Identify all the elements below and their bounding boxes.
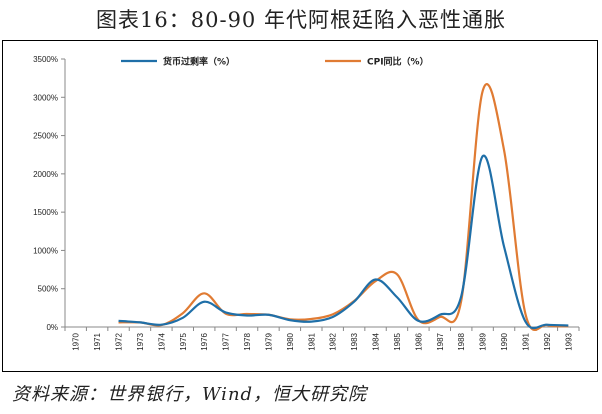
x-tick-label: 1991 [521, 332, 530, 350]
series-line-cpi-yoy [118, 83, 569, 331]
x-tick-label: 1972 [115, 332, 124, 350]
x-tick-label: 1975 [179, 332, 188, 350]
x-tick-label: 1983 [350, 332, 359, 350]
y-tick-label: 1500% [33, 208, 58, 217]
x-tick-label: 1977 [222, 332, 231, 350]
x-tick-label: 1981 [307, 332, 316, 350]
y-tick-label: 2000% [33, 170, 58, 179]
x-tick-label: 1985 [393, 332, 402, 350]
chart-title: 图表16：80-90 年代阿根廷陷入恶性通胀 [96, 8, 506, 32]
x-tick-label: 1988 [457, 332, 466, 350]
x-tick-label: 1971 [93, 332, 102, 350]
x-tick-label: 1970 [72, 332, 81, 350]
chart-frame: 0% 500% 1000% 1500% 2000% 2500% 3000% 3500% 1970… [2, 40, 598, 372]
series-line-money-excess [118, 154, 569, 330]
source-note: 资料来源：世界银行，Wind，恒大研究院 [12, 384, 368, 405]
y-tick-label: 0% [46, 323, 58, 332]
y-tick-label: 3500% [33, 55, 58, 64]
x-tick-label: 1989 [479, 332, 488, 350]
x-tick-label: 1973 [136, 332, 145, 350]
legend-label-money-excess: 货币过剩率（%） [163, 56, 235, 68]
y-tick-label: 500% [38, 285, 58, 294]
x-tick-label: 1993 [564, 332, 573, 350]
x-tick-label: 1990 [500, 332, 509, 350]
legend-label-cpi-yoy: CPI同比（%） [367, 56, 429, 68]
y-tick-label: 1000% [33, 246, 58, 255]
x-tick-label: 1987 [436, 332, 445, 350]
y-tick-label: 3000% [33, 93, 58, 102]
line-chart: 0% 500% 1000% 1500% 2000% 2500% 3000% 3500% 1970… [33, 55, 580, 351]
x-tick-label: 1982 [329, 332, 338, 350]
x-tick-label: 1976 [200, 332, 209, 350]
x-tick-label: 1992 [543, 332, 552, 350]
x-tick-label: 1980 [286, 332, 295, 350]
y-tick-label: 2500% [33, 132, 58, 141]
x-tick-label: 1984 [372, 332, 381, 350]
x-tick-label: 1978 [243, 332, 252, 350]
x-tick-label: 1979 [264, 332, 273, 350]
x-tick-label: 1986 [414, 332, 423, 350]
x-tick-label: 1974 [157, 332, 166, 350]
